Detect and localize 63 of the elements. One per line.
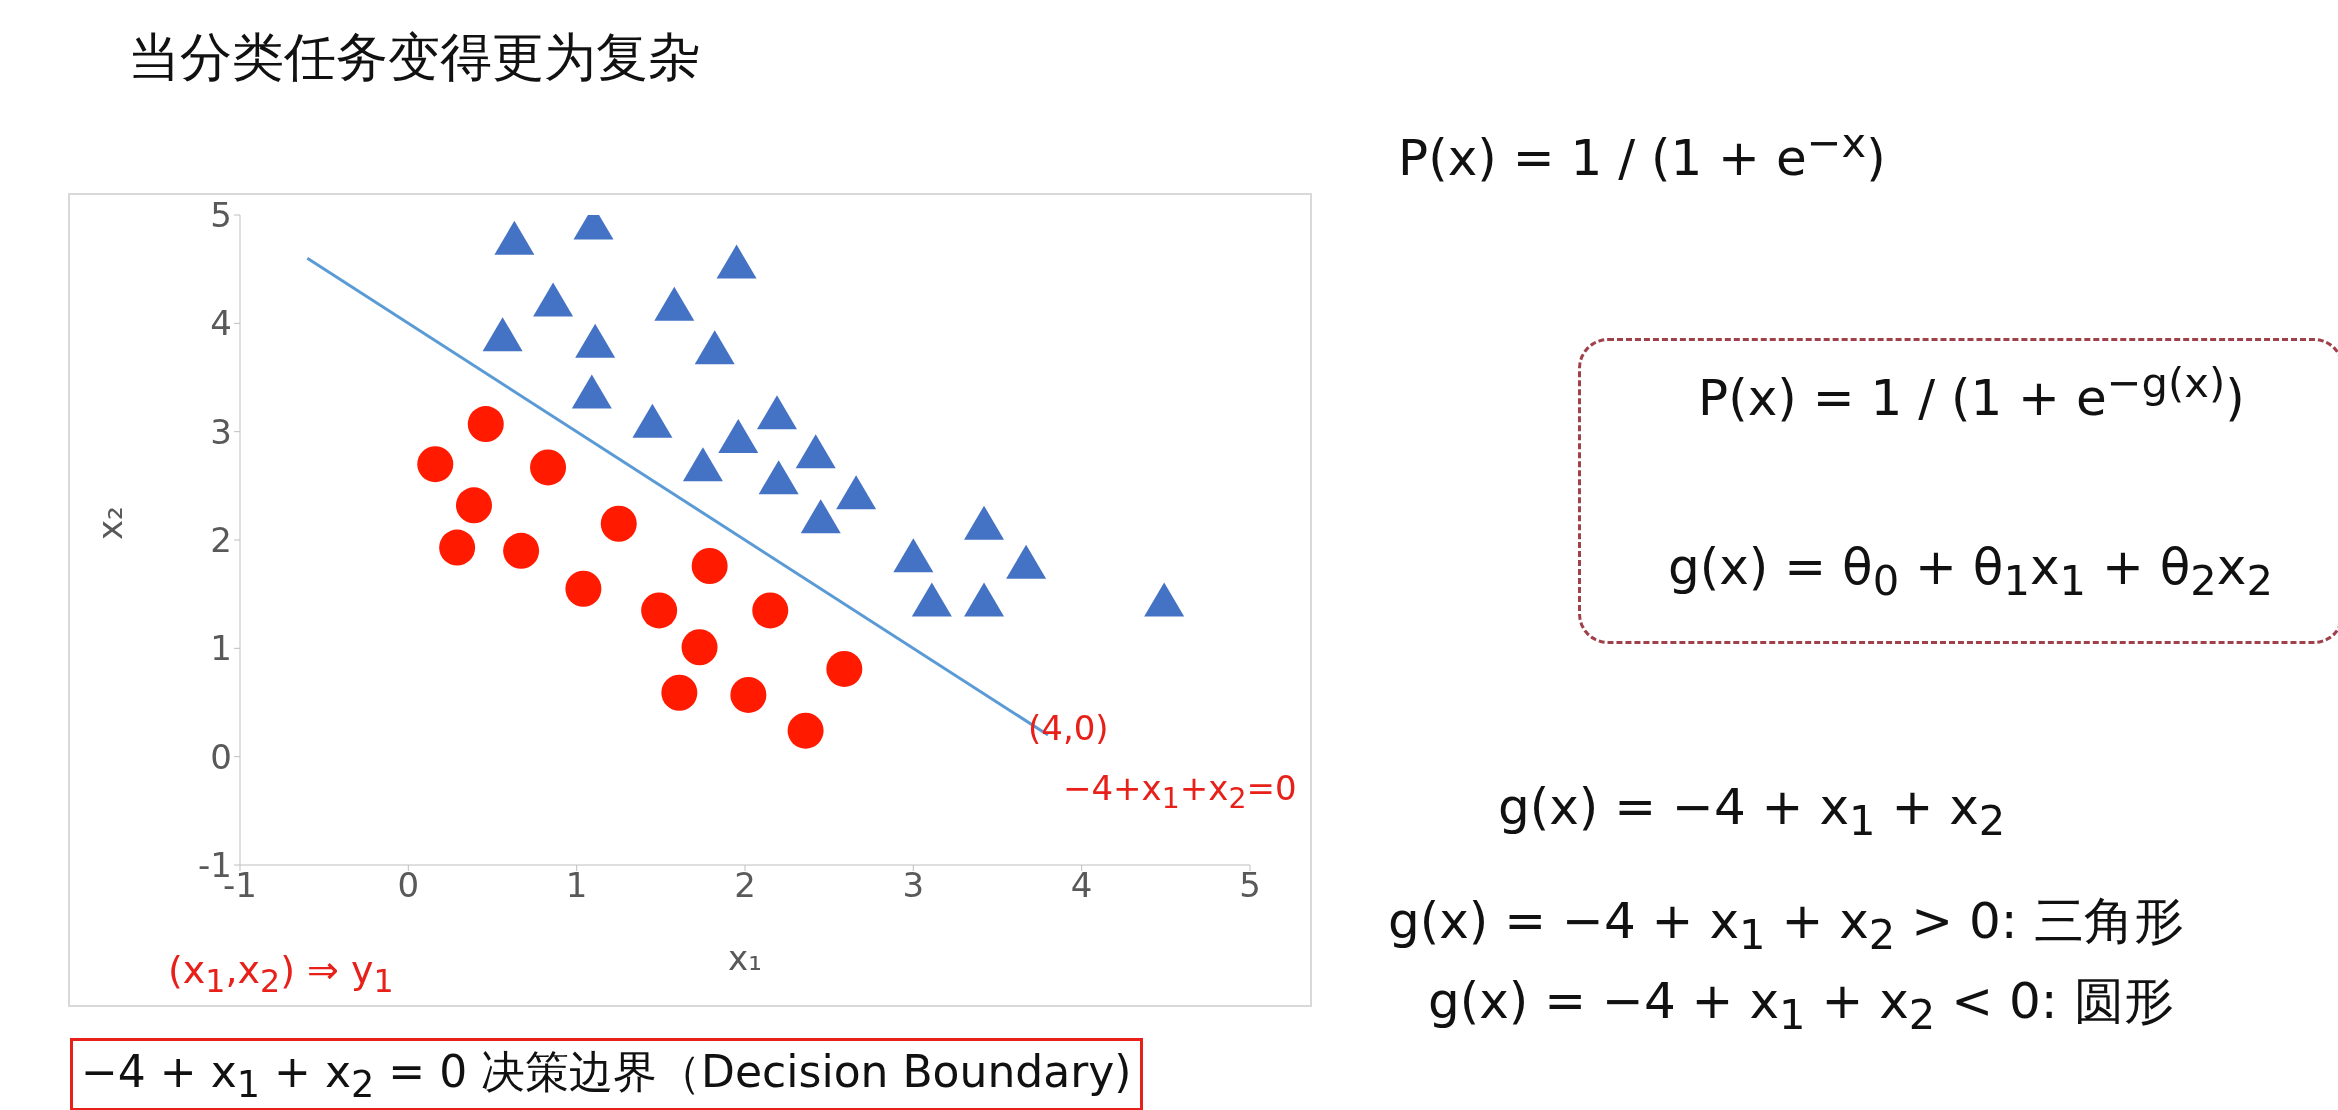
point xyxy=(1006,544,1047,579)
point xyxy=(661,674,698,711)
x-tick-label: 3 xyxy=(902,865,925,906)
point xyxy=(417,446,454,483)
point xyxy=(756,395,797,430)
point xyxy=(439,529,476,566)
point xyxy=(654,286,695,321)
point xyxy=(482,317,523,352)
point xyxy=(964,582,1005,617)
point xyxy=(682,447,723,482)
y-tick-label: 1 xyxy=(210,628,232,669)
y-tick-label: 5 xyxy=(210,195,232,236)
point xyxy=(455,487,492,524)
point xyxy=(787,712,824,749)
point xyxy=(758,460,799,495)
point xyxy=(826,650,863,687)
point xyxy=(565,570,602,607)
x-tick-label: 4 xyxy=(1070,865,1093,906)
point xyxy=(964,505,1005,540)
point xyxy=(467,406,504,443)
point xyxy=(893,538,934,573)
point xyxy=(681,629,718,666)
point xyxy=(752,592,789,629)
text: g(x) = θ$_{0}$ + θ$_{1}$x$_{1}$ + θ$_{2}$x$_{2}$ xyxy=(1668,538,2273,605)
point xyxy=(691,548,728,584)
annotation: −4+x$_{1}$+x$_{2}$=0 xyxy=(1063,768,1297,815)
y-tick-label: 2 xyxy=(210,520,232,561)
text: P(x) = 1 / (1 + e$^{−g(x)}$) xyxy=(1698,358,2245,427)
x-axis-title: x₁ xyxy=(728,938,762,978)
point xyxy=(1144,582,1185,617)
y-tick-label: 3 xyxy=(210,411,232,452)
text: (x$_{1}$,x$_{2}$) ⇒ y$_{1}$ xyxy=(168,948,394,999)
point xyxy=(530,449,567,486)
point xyxy=(600,505,637,542)
annotation: (4,0) xyxy=(1028,708,1109,748)
text: P(x) = 1 / (1 + e$^{−x}$) xyxy=(1398,118,1886,187)
point xyxy=(795,434,836,469)
point xyxy=(911,582,952,617)
x-tick-label: 5 xyxy=(1239,865,1261,906)
point xyxy=(503,532,540,569)
point xyxy=(836,475,877,510)
point xyxy=(575,323,616,358)
chart-title: 当分类任务变得更为复杂 xyxy=(128,26,700,89)
point xyxy=(632,403,673,438)
point xyxy=(694,330,735,365)
text: g(x) = −4 + x$_{1}$ + x$_{2}$ < 0: 圆形 xyxy=(1428,971,2174,1039)
y-tick-label: 0 xyxy=(210,736,232,777)
point xyxy=(800,499,841,534)
x-tick-label: 1 xyxy=(565,865,588,906)
point xyxy=(730,676,767,713)
text: g(x) = −4 + x$_{1}$ + x$_{2}$ > 0: 三角形 xyxy=(1388,891,2184,959)
x-tick-label: 0 xyxy=(397,865,420,906)
point xyxy=(533,282,574,317)
point xyxy=(718,419,759,453)
point xyxy=(571,374,612,409)
point xyxy=(641,592,678,629)
text: −4 + x$_{1}$ + x$_{2}$ = 0 决策边界（Decision Boundary) xyxy=(70,1038,1143,1110)
point xyxy=(716,244,757,279)
y-tick-label: 4 xyxy=(210,303,232,344)
y-axis-title: x₂ xyxy=(90,506,131,540)
x-tick-label: 2 xyxy=(734,865,756,906)
point xyxy=(494,220,535,255)
text: g(x) = −4 + x$_{1}$ + x$_{2}$ xyxy=(1498,778,2006,845)
